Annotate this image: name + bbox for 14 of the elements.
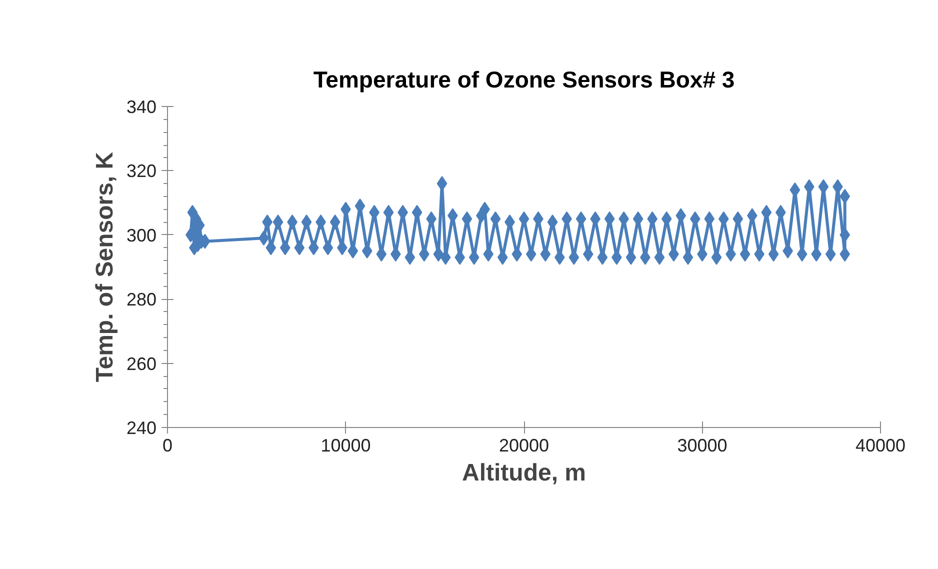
x-tick-label: 20000 [498,436,550,456]
x-tick-label: 40000 [855,436,906,456]
x-tick-label: 30000 [677,436,728,456]
x-axis-title: Altitude, m [462,460,586,486]
y-tick-label: 340 [126,97,157,117]
y-tick-label: 260 [126,354,157,374]
y-tick-label: 320 [126,161,157,182]
y-tick-label: 300 [126,225,157,246]
y-tick-label: 280 [126,290,157,310]
chart-title: Temperature of Ozone Sensors Box# 3 [313,66,735,92]
y-tick-label: 240 [126,418,157,438]
y-axis-title: Temp. of Sensors, K [91,151,118,382]
x-tick-label: 10000 [320,436,371,456]
x-tick-label: 0 [162,436,173,456]
